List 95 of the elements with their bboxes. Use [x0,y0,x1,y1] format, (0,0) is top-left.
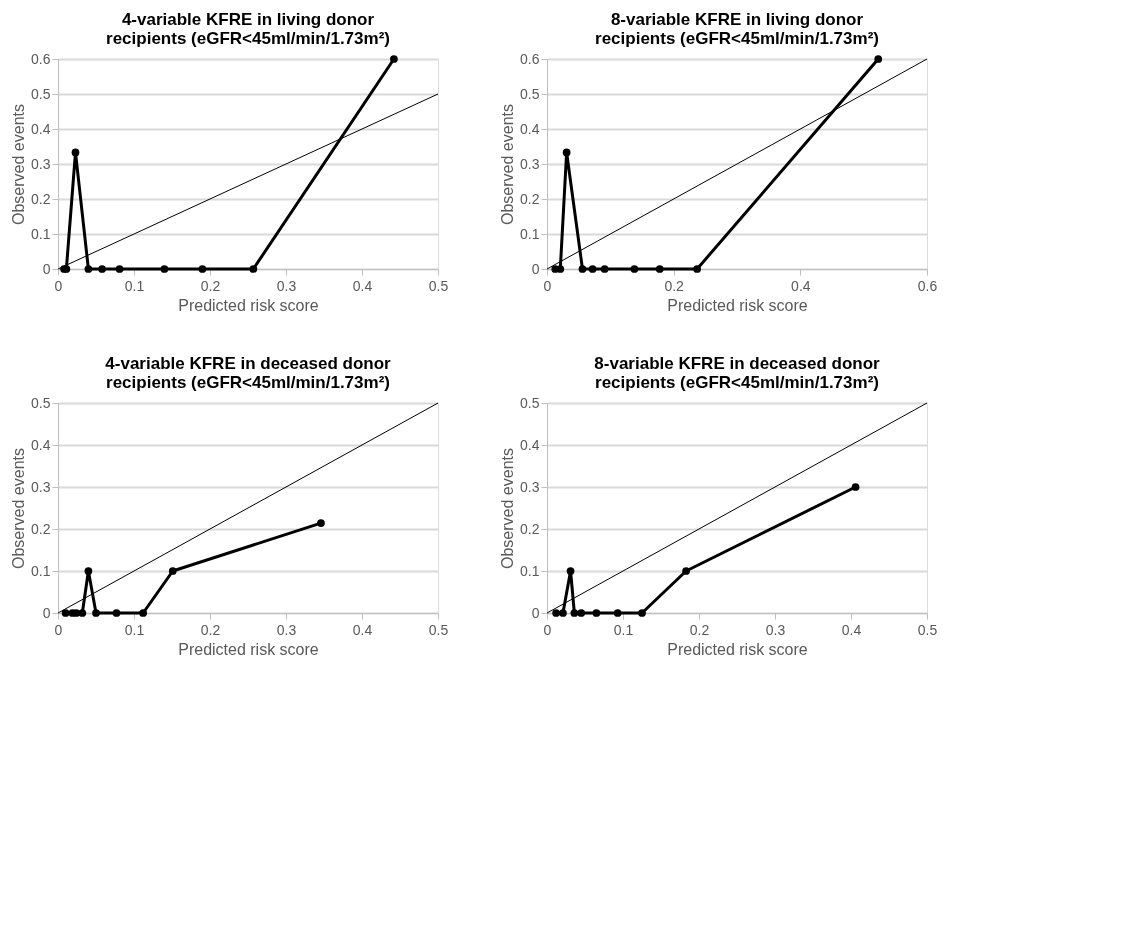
y-tick-label: 0.3 [520,155,540,172]
point [71,148,80,157]
chart-title: 4-variable KFRE in deceased donor recipients (eGFR<45ml/min/1.73m²) [105,354,392,392]
point [115,265,124,273]
x-tick-label: 0.1 [124,621,145,638]
point [562,148,571,157]
y-tick-label: 0.6 [31,50,51,67]
point [682,567,690,575]
x-tick-label: 0.3 [765,621,786,638]
x-tick-label: 0.4 [791,277,811,294]
y-tick-label: 0.3 [31,155,51,172]
point [600,265,609,273]
point [98,265,106,273]
point [84,265,93,273]
y-axis-title: Observed events [10,104,28,225]
x-axis-title: Predicted risk score [667,296,808,314]
x-tick-label: 0.1 [124,277,145,294]
chart-title: 8-variable KFRE in deceased donor recipients (eGFR<45ml/min/1.73m²) [594,354,881,392]
point [390,55,398,63]
y-tick-label: 0 [531,604,540,621]
y-tick-label: 0.1 [520,562,540,579]
y-tick-label: 0 [42,260,51,277]
point [638,609,646,617]
x-tick-label: 0.4 [352,621,373,638]
x-tick-label: 0.2 [200,277,221,294]
x-tick-label: 0 [543,621,552,638]
x-tick-label: 0 [543,277,552,294]
y-tick-label: 0.3 [31,478,51,495]
point [552,609,560,617]
point [78,609,87,617]
point [249,265,258,273]
x-axis-title: Predicted risk score [178,640,319,658]
x-axis-title: Predicted risk score [667,640,808,658]
point [317,519,325,527]
point [655,265,664,273]
y-tick-label: 0.4 [31,436,51,453]
point [139,609,147,617]
y-tick-label: 0.6 [520,50,540,67]
point [559,609,567,617]
y-tick-label: 0.4 [520,120,540,137]
point [874,55,883,63]
y-tick-label: 0 [531,260,540,277]
point [693,265,701,273]
y-tick-label: 0.2 [520,190,540,207]
x-tick-label: 0.3 [276,621,297,638]
x-tick-label: 0.1 [613,621,634,638]
x-axis-title: Predicted risk score [178,296,319,314]
x-tick-label: 0.4 [352,277,373,294]
point [556,265,565,273]
point [84,567,93,575]
y-tick-label: 0.5 [520,85,540,102]
point [112,609,121,617]
point [566,567,575,575]
y-tick-label: 0.2 [31,520,51,537]
x-tick-label: 0.2 [200,621,221,638]
point [570,609,579,617]
x-tick-label: 0.3 [276,277,297,294]
point [588,265,597,273]
point [160,265,169,273]
y-tick-label: 0.2 [31,190,51,207]
y-tick-label: 0.4 [31,120,51,137]
y-axis-title: Observed events [499,104,517,225]
x-tick-label: 0 [54,621,63,638]
x-tick-label: 0.6 [917,277,938,294]
point [613,609,622,617]
x-tick-label: 0.5 [428,621,449,638]
point [92,609,100,617]
point [630,265,639,273]
x-tick-label: 0.5 [917,621,938,638]
y-tick-label: 0.1 [31,225,51,242]
x-tick-label: 0 [54,277,63,294]
x-tick-label: 0.4 [841,621,862,638]
y-tick-label: 0.4 [520,436,540,453]
chart-title: 8-variable KFRE in living donor recipients (eGFR<45ml/min/1.73m²) [595,10,879,48]
y-tick-label: 0.2 [520,520,540,537]
point [72,609,81,617]
y-tick-label: 0.5 [31,394,51,411]
y-axis-title: Observed events [499,448,517,569]
y-tick-label: 0.5 [520,394,540,411]
x-tick-label: 0.2 [689,621,710,638]
y-tick-label: 0.1 [520,225,540,242]
point [851,483,860,491]
y-tick-label: 0.1 [31,562,51,579]
point [592,609,601,617]
x-tick-label: 0.5 [428,277,449,294]
point [168,567,177,575]
chart-title: 4-variable KFRE in living donor recipients (eGFR<45ml/min/1.73m²) [106,10,390,48]
point [198,265,207,273]
y-tick-label: 0.3 [520,478,540,495]
point [578,265,587,273]
point [577,609,586,617]
y-tick-label: 0.5 [31,85,51,102]
y-axis-title: Observed events [10,448,28,569]
y-tick-label: 0 [42,604,51,621]
x-tick-label: 0.2 [664,277,685,294]
